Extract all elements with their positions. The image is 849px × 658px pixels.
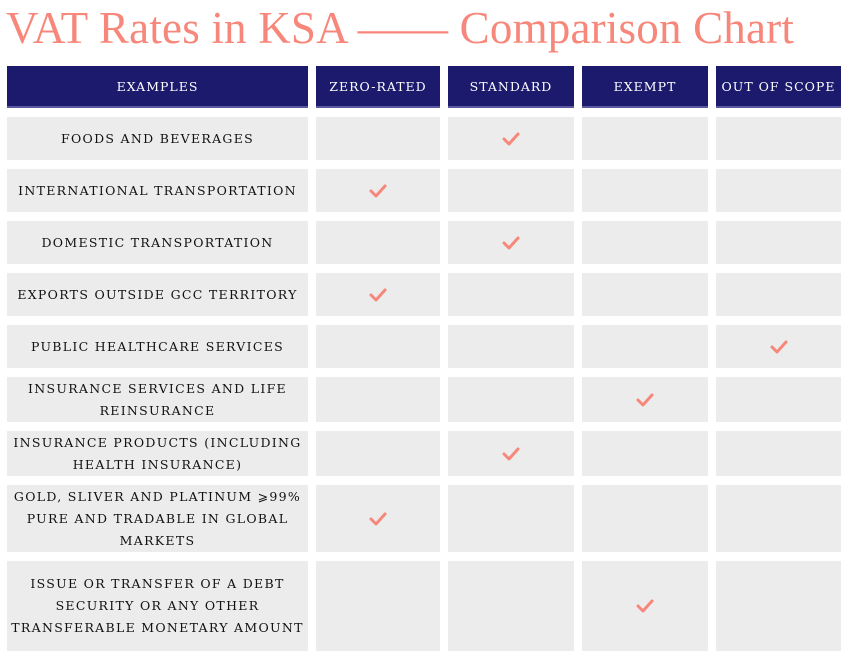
table-cell-out-of-scope [716, 485, 841, 552]
checkmark-icon [502, 132, 520, 145]
table-cell-zero-rated [316, 117, 440, 160]
checkmark-icon [770, 340, 787, 353]
table-row-label-cell: EXPORTS OUTSIDE GCC TERRITORY [7, 273, 308, 316]
table-cell-standard [448, 325, 574, 368]
table-cell-out-of-scope [716, 221, 841, 264]
row-label: INTERNATIONAL TRANSPORTATION [18, 182, 297, 198]
row-label: EXPORTS OUTSIDE GCC TERRITORY [17, 286, 298, 302]
table-cell-standard [448, 561, 574, 651]
checkmark-icon [636, 393, 654, 406]
table-cell-zero-rated [316, 377, 440, 422]
checkmark-icon [369, 288, 387, 301]
table-cell-exempt [582, 221, 708, 264]
table-row-label-cell: ISSUE OR TRANSFER OF A DEBT SECURITY OR … [7, 561, 308, 651]
table-cell-out-of-scope [716, 377, 841, 422]
table-cell-standard [448, 273, 574, 316]
row-label: ISSUE OR TRANSFER OF A DEBT SECURITY OR … [11, 576, 304, 635]
table-cell-out-of-scope [716, 325, 841, 368]
table-cell-exempt [582, 485, 708, 552]
table-cell-zero-rated [316, 273, 440, 316]
table-row-label-cell: INSURANCE SERVICES AND LIFE REINSURANCE [7, 377, 308, 422]
table-cell-zero-rated [316, 325, 440, 368]
table-cell-zero-rated [316, 485, 440, 552]
table-cell-standard [448, 117, 574, 160]
table-cell-exempt [582, 325, 708, 368]
table-cell-out-of-scope [716, 273, 841, 316]
table-cell-out-of-scope [716, 169, 841, 212]
table-cell-zero-rated [316, 221, 440, 264]
vat-comparison-table: EXAMPLES ZERO-RATED STANDARD EXEMPT OUT … [7, 66, 841, 651]
checkmark-icon [369, 512, 387, 525]
column-header-examples: EXAMPLES [7, 66, 308, 108]
table-row-label-cell: INTERNATIONAL TRANSPORTATION [7, 169, 308, 212]
row-label: GOLD, SLIVER AND PLATINUM ⩾99% PURE AND … [13, 488, 302, 548]
table-cell-standard [448, 221, 574, 264]
table-cell-exempt [582, 169, 708, 212]
table-row-label-cell: INSURANCE PRODUCTS (INCLUDING HEALTH INS… [7, 431, 308, 476]
column-header-zero-rated: ZERO-RATED [316, 66, 440, 108]
row-label: INSURANCE SERVICES AND LIFE REINSURANCE [28, 380, 287, 418]
table-cell-standard [448, 485, 574, 552]
page-title: VAT Rates in KSA —— Comparison Chart [6, 3, 795, 53]
table-cell-exempt [582, 431, 708, 476]
table-row-label-cell: GOLD, SLIVER AND PLATINUM ⩾99% PURE AND … [7, 485, 308, 552]
table-cell-exempt [582, 377, 708, 422]
table-cell-standard [448, 377, 574, 422]
row-label: FOODS AND BEVERAGES [61, 130, 254, 146]
row-label: PUBLIC HEALTHCARE SERVICES [30, 338, 285, 354]
table-cell-exempt [582, 561, 708, 651]
table-cell-zero-rated [316, 561, 440, 651]
table-cell-exempt [582, 117, 708, 160]
table-cell-out-of-scope [716, 431, 841, 476]
checkmark-icon [502, 447, 520, 460]
table-cell-standard [448, 169, 574, 212]
table-cell-standard [448, 431, 574, 476]
column-header-exempt: EXEMPT [582, 66, 708, 108]
table-cell-zero-rated [316, 169, 440, 212]
table-cell-out-of-scope [716, 117, 841, 160]
table-cell-zero-rated [316, 431, 440, 476]
checkmark-icon [369, 184, 387, 197]
table-row-label-cell: DOMESTIC TRANSPORTATION [7, 221, 308, 264]
row-label: DOMESTIC TRANSPORTATION [41, 234, 274, 250]
table-row-label-cell: PUBLIC HEALTHCARE SERVICES [7, 325, 308, 368]
column-header-standard: STANDARD [448, 66, 574, 108]
checkmark-icon [636, 599, 654, 613]
table-cell-out-of-scope [716, 561, 841, 651]
row-label: INSURANCE PRODUCTS (INCLUDING HEALTH INS… [13, 434, 302, 472]
table-cell-exempt [582, 273, 708, 316]
checkmark-icon [502, 236, 520, 249]
column-header-out-of-scope: OUT OF SCOPE [716, 66, 841, 108]
table-row-label-cell: FOODS AND BEVERAGES [7, 117, 308, 160]
